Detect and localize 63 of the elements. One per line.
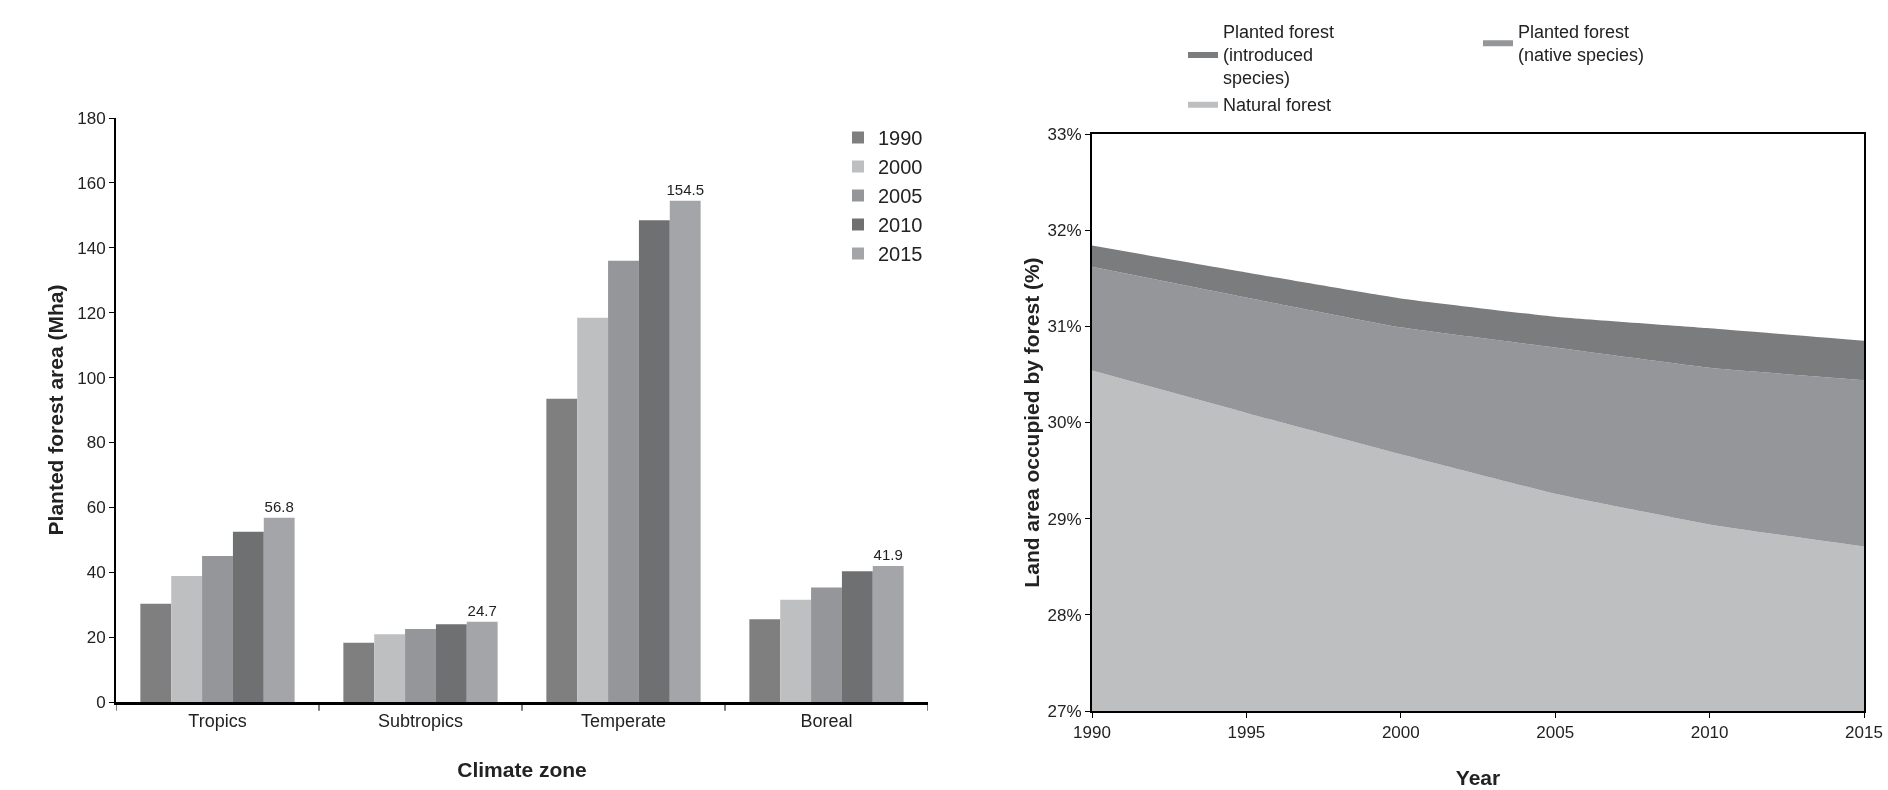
bar bbox=[405, 629, 436, 702]
y-tick-label: 32% bbox=[1047, 221, 1082, 241]
bar bbox=[749, 619, 781, 702]
data-label: 41.9 bbox=[873, 546, 903, 564]
bar bbox=[202, 556, 233, 702]
data-label: 154.5 bbox=[666, 180, 704, 198]
bar bbox=[466, 621, 498, 702]
y-tick-label: 0 bbox=[96, 692, 106, 712]
x-tick-label: 1995 bbox=[1227, 723, 1266, 743]
y-tick-label: 80 bbox=[86, 433, 106, 453]
bar bbox=[841, 571, 873, 702]
legend-label: Natural forest bbox=[1223, 94, 1332, 115]
x-tick-label: 2015 bbox=[1845, 723, 1883, 743]
x-tick-label: Subtropics bbox=[377, 710, 464, 731]
bar bbox=[171, 576, 203, 702]
x-tick-label: Boreal bbox=[800, 710, 853, 731]
bar bbox=[140, 603, 172, 702]
x-tick-label: 2000 bbox=[1381, 723, 1420, 743]
bar bbox=[608, 260, 639, 702]
y-tick-label: 100 bbox=[77, 368, 106, 388]
legend-label: 2005 bbox=[878, 185, 923, 208]
data-label: 24.7 bbox=[467, 601, 497, 619]
y-tick-label: 33% bbox=[1047, 124, 1082, 144]
y-axis-title: Planted forest area (Mha) bbox=[44, 284, 67, 536]
x-tick-label: Temperate bbox=[580, 710, 667, 731]
bar bbox=[263, 517, 295, 702]
y-tick-label: 20 bbox=[86, 628, 106, 648]
bar bbox=[811, 587, 842, 702]
x-axis-title: Year bbox=[1455, 766, 1501, 789]
legend-label: 1990 bbox=[878, 127, 923, 150]
bar bbox=[546, 398, 578, 702]
bar bbox=[343, 642, 375, 702]
y-tick-label: 27% bbox=[1047, 701, 1082, 721]
y-tick-label: 120 bbox=[77, 303, 106, 323]
y-tick-label: 29% bbox=[1047, 509, 1082, 529]
y-tick-label: 160 bbox=[77, 173, 106, 193]
x-tick-label: 2005 bbox=[1536, 723, 1575, 743]
legend-label: Planted forest (native species) bbox=[1518, 21, 1645, 66]
data-label: 56.8 bbox=[264, 497, 294, 515]
y-tick-label: 40 bbox=[86, 563, 106, 583]
y-axis-title: Land area occupied by forest (%) bbox=[1020, 257, 1043, 588]
x-axis-title: Climate zone bbox=[457, 758, 587, 781]
bar bbox=[232, 531, 264, 702]
legend-label: 2010 bbox=[878, 214, 923, 237]
y-tick-label: 140 bbox=[77, 238, 106, 258]
x-tick-label: 2010 bbox=[1690, 723, 1729, 743]
y-tick-label: 180 bbox=[77, 108, 106, 128]
bar bbox=[374, 634, 406, 702]
bar bbox=[872, 566, 904, 702]
y-tick-label: 28% bbox=[1047, 605, 1082, 625]
y-tick-label: 60 bbox=[86, 498, 106, 518]
bar bbox=[435, 624, 467, 702]
legend-label: Planted forest (introduced species) bbox=[1223, 21, 1335, 89]
y-tick-label: 31% bbox=[1047, 317, 1082, 337]
bar bbox=[577, 317, 609, 702]
legend-label: 2000 bbox=[878, 156, 923, 179]
bar bbox=[669, 200, 701, 702]
bar bbox=[638, 220, 670, 702]
y-tick-label: 30% bbox=[1047, 413, 1082, 433]
x-tick-label: Tropics bbox=[188, 710, 247, 731]
legend-label: 2015 bbox=[878, 243, 923, 266]
x-tick-label: 1990 bbox=[1073, 723, 1111, 743]
bar bbox=[780, 599, 812, 702]
